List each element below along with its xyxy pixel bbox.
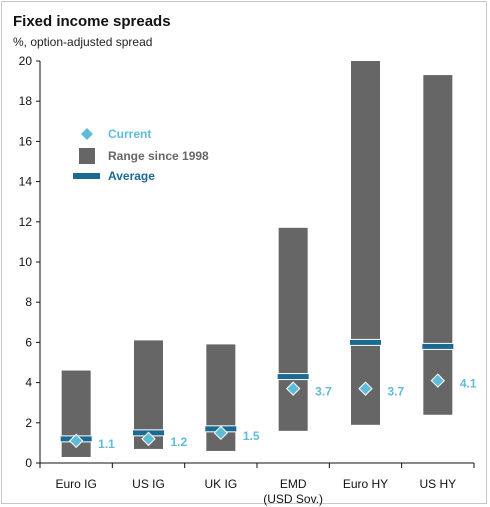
y-tick-label: 10 (19, 255, 33, 269)
current-marker (358, 381, 373, 396)
y-tick-label: 18 (19, 94, 33, 108)
y-tick-label: 8 (25, 295, 32, 309)
legend-range-icon (79, 148, 95, 164)
current-value-label: 4.1 (460, 377, 477, 391)
legend-current-icon (81, 128, 93, 140)
current-value-label: 3.7 (388, 385, 405, 399)
legend: Current Range since 1998 Average (73, 127, 209, 183)
chart-subtitle: %, option-adjusted spread (13, 35, 153, 49)
range-bar (351, 61, 380, 425)
y-tick-label: 0 (25, 456, 32, 470)
y-axis: 0 2 4 6 8 10 12 14 16 18 20 (19, 54, 41, 470)
current-marker (285, 381, 301, 396)
y-tick-label: 20 (19, 54, 33, 68)
current-marker (213, 425, 229, 441)
current-marker (68, 433, 84, 449)
average-bar (350, 339, 381, 345)
range-bar (278, 227, 308, 431)
legend-average-icon (73, 173, 100, 179)
current-value-label: 1.2 (171, 435, 188, 449)
x-category-label: US HY (419, 477, 456, 491)
current-value-label: 1.5 (243, 429, 260, 443)
average-bar (422, 343, 454, 349)
x-category-label-line2: (USD Sov.) (263, 492, 323, 506)
y-tick-label: 16 (19, 134, 33, 148)
y-tick-label: 2 (25, 416, 32, 430)
average-bar (277, 374, 309, 380)
range-bars: 1.1 1.2 1.5 3.7 3.7 4.1 (60, 61, 477, 457)
x-category-label: EMD (280, 477, 307, 491)
current-value-label: 1.1 (98, 437, 115, 451)
y-tick-label: 4 (25, 376, 32, 390)
y-tick-label: 14 (19, 175, 33, 189)
x-category-label: Euro HY (343, 477, 388, 491)
x-category-label: US IG (132, 477, 165, 491)
y-tick-label: 6 (25, 335, 32, 349)
range-bar (423, 75, 453, 415)
chart-title: Fixed income spreads (13, 13, 171, 30)
y-tick-label: 12 (19, 215, 33, 229)
current-value-label: 3.7 (315, 385, 332, 399)
x-category-label: UK IG (204, 477, 237, 491)
current-marker (141, 431, 156, 447)
current-marker (430, 373, 446, 388)
legend-range-label: Range since 1998 (108, 149, 209, 163)
legend-average-label: Average (108, 169, 155, 183)
x-category-label: Euro IG (55, 477, 96, 491)
legend-current-label: Current (108, 127, 151, 141)
x-axis: Euro IG US IG UK IG EMD(USD Sov.) Euro HY US … (39, 462, 475, 506)
